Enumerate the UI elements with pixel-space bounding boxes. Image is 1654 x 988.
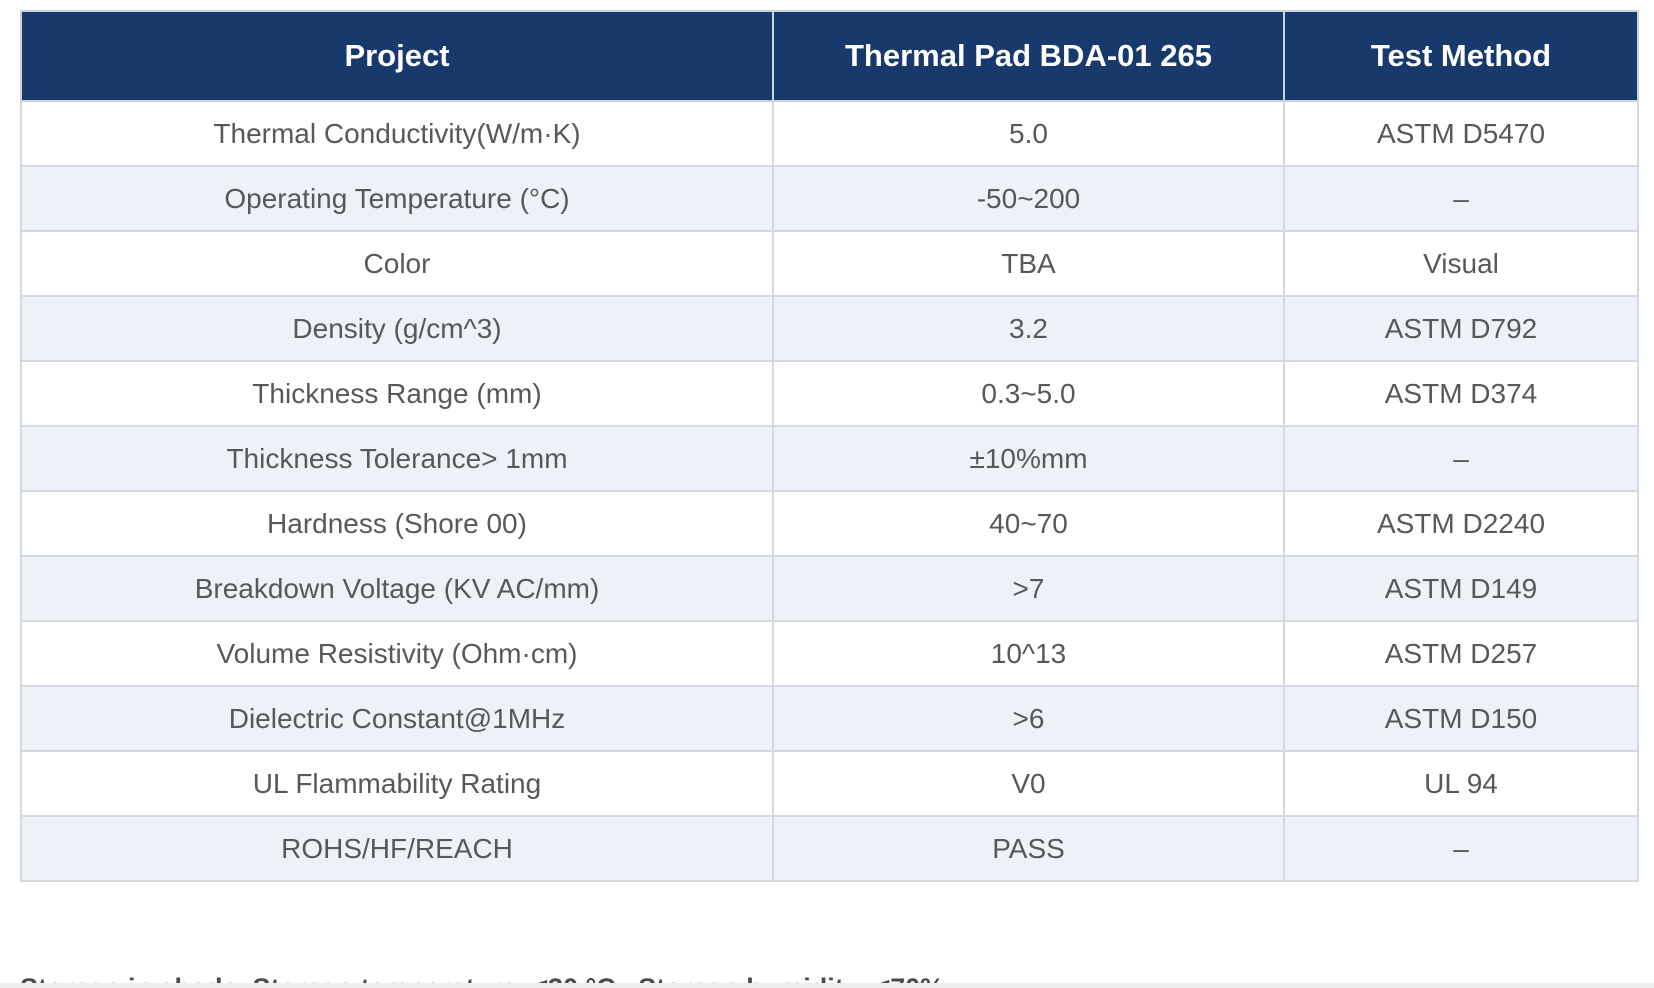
- method-cell: –: [1283, 815, 1639, 882]
- method-cell: ASTM D5470: [1283, 100, 1639, 167]
- value-cell: 3.2: [772, 295, 1285, 362]
- property-cell: Thickness Tolerance> 1mm: [20, 425, 774, 492]
- table-row: Thickness Range (mm) 0.3~5.0 ASTM D374: [20, 360, 1639, 427]
- table-row: Color TBA Visual: [20, 230, 1639, 297]
- table-row: Hardness (Shore 00) 40~70 ASTM D2240: [20, 490, 1639, 557]
- spec-table-body: Thermal Conductivity(W/m·K) 5.0 ASTM D54…: [20, 100, 1639, 882]
- table-row: Breakdown Voltage (KV AC/mm) >7 ASTM D14…: [20, 555, 1639, 622]
- property-cell: Dielectric Constant@1MHz: [20, 685, 774, 752]
- table-row: Operating Temperature (°C) -50~200 –: [20, 165, 1639, 232]
- value-cell: 40~70: [772, 490, 1285, 557]
- property-cell: ROHS/HF/REACH: [20, 815, 774, 882]
- table-row: Density (g/cm^3) 3.2 ASTM D792: [20, 295, 1639, 362]
- table-row: Volume Resistivity (Ohm·cm) 10^13 ASTM D…: [20, 620, 1639, 687]
- table-row: Dielectric Constant@1MHz >6 ASTM D150: [20, 685, 1639, 752]
- method-cell: ASTM D374: [1283, 360, 1639, 427]
- footer: Storage in shade, Storage temperature: ≤…: [20, 903, 1637, 988]
- column-header-product: Thermal Pad BDA-01 265: [772, 10, 1285, 102]
- method-cell: –: [1283, 425, 1639, 492]
- value-cell: 10^13: [772, 620, 1285, 687]
- table-row: Thickness Tolerance> 1mm ±10%mm –: [20, 425, 1639, 492]
- spec-table-header: Project Thermal Pad BDA-01 265 Test Meth…: [20, 10, 1639, 102]
- header-row: Project Thermal Pad BDA-01 265 Test Meth…: [20, 10, 1639, 102]
- property-cell: Breakdown Voltage (KV AC/mm): [20, 555, 774, 622]
- method-cell: ASTM D2240: [1283, 490, 1639, 557]
- property-cell: Density (g/cm^3): [20, 295, 774, 362]
- value-cell: >6: [772, 685, 1285, 752]
- property-cell: Thermal Conductivity(W/m·K): [20, 100, 774, 167]
- value-cell: -50~200: [772, 165, 1285, 232]
- property-cell: UL Flammability Rating: [20, 750, 774, 817]
- method-cell: UL 94: [1283, 750, 1639, 817]
- table-row: ROHS/HF/REACH PASS –: [20, 815, 1639, 882]
- method-cell: Visual: [1283, 230, 1639, 297]
- method-cell: ASTM D150: [1283, 685, 1639, 752]
- column-header-project: Project: [20, 10, 774, 102]
- spec-table: Project Thermal Pad BDA-01 265 Test Meth…: [20, 10, 1639, 882]
- property-cell: Thickness Range (mm): [20, 360, 774, 427]
- value-cell: 5.0: [772, 100, 1285, 167]
- property-cell: Color: [20, 230, 774, 297]
- property-cell: Hardness (Shore 00): [20, 490, 774, 557]
- value-cell: 0.3~5.0: [772, 360, 1285, 427]
- storage-notes: Storage in shade, Storage temperature: ≤…: [20, 903, 944, 988]
- value-cell: TBA: [772, 230, 1285, 297]
- value-cell: PASS: [772, 815, 1285, 882]
- property-cell: Volume Resistivity (Ohm·cm): [20, 620, 774, 687]
- value-cell: >7: [772, 555, 1285, 622]
- property-cell: Operating Temperature (°C): [20, 165, 774, 232]
- table-row: UL Flammability Rating V0 UL 94: [20, 750, 1639, 817]
- value-cell: ±10%mm: [772, 425, 1285, 492]
- column-header-test-method: Test Method: [1283, 10, 1639, 102]
- value-cell: V0: [772, 750, 1285, 817]
- method-cell: –: [1283, 165, 1639, 232]
- table-row: Thermal Conductivity(W/m·K) 5.0 ASTM D54…: [20, 100, 1639, 167]
- method-cell: ASTM D257: [1283, 620, 1639, 687]
- method-cell: ASTM D792: [1283, 295, 1639, 362]
- bottom-edge-divider: [0, 983, 1654, 988]
- method-cell: ASTM D149: [1283, 555, 1639, 622]
